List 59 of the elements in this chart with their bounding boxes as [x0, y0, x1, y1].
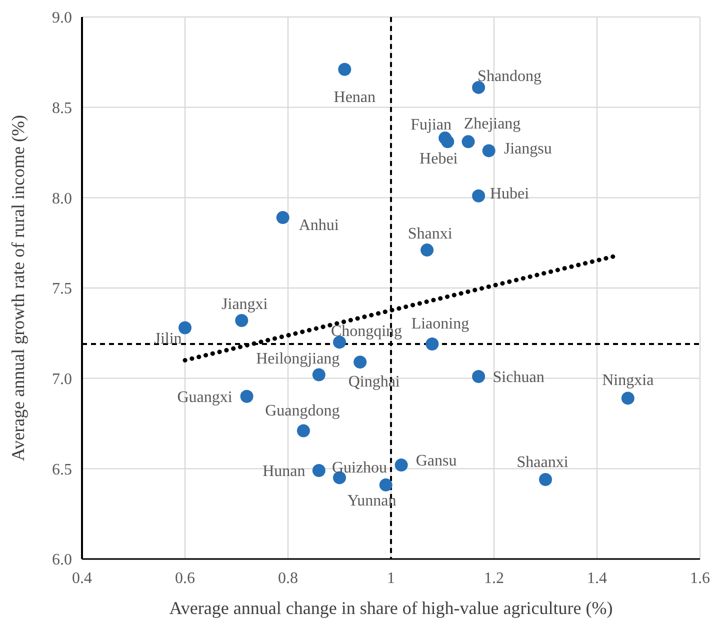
annotation: Yunnan: [347, 492, 396, 510]
annotation: Guangdong: [265, 402, 340, 420]
annotation: Shandong: [478, 68, 542, 86]
x-tick-label: 0.4: [72, 570, 92, 587]
y-axis-title: Average annual growth rate of rural income (%): [8, 114, 28, 462]
y-tick-label: 8.0: [52, 190, 72, 208]
x-tick-label: 0.8: [278, 570, 298, 587]
x-tick-label: 1.2: [484, 570, 504, 587]
y-tick-label: 6.0: [52, 552, 72, 569]
y-tick-label: 8.5: [52, 100, 72, 117]
annotation: Fujian: [410, 116, 452, 134]
point: [235, 314, 248, 328]
annotation: Hubei: [490, 185, 530, 202]
annotation: Jiangxi: [222, 296, 268, 314]
annotation: Sichuan: [492, 369, 544, 386]
point: [472, 370, 486, 384]
point: [462, 135, 475, 148]
annotation: Gansu: [416, 452, 457, 470]
y-tick-label: 6.5: [52, 461, 72, 478]
annotation: Ningxia: [602, 372, 654, 389]
point: [312, 368, 326, 382]
annotation: Qinghai: [348, 374, 400, 391]
point: [296, 424, 310, 438]
x-axis-title: Average annual change in share of high-value agriculture (%): [169, 598, 613, 618]
x-tick-label: 1: [387, 570, 395, 587]
annotation: Guizhou: [332, 459, 388, 476]
point: [394, 458, 408, 472]
point: [472, 189, 486, 202]
x-tick-label: 0.6: [175, 570, 195, 587]
point: [426, 338, 439, 351]
annotation: Jilin: [154, 330, 182, 348]
y-tick-label: 7.5: [52, 280, 72, 298]
annotation: Zhejiang: [464, 115, 521, 132]
annotation: Liaoning: [411, 316, 470, 333]
annotation: Hunan: [262, 463, 306, 480]
y-tick-label: 9.0: [52, 10, 72, 27]
annotation: Shanxi: [408, 226, 453, 243]
point: [420, 244, 434, 257]
y-tick-label: 7.0: [52, 370, 72, 388]
x-tick-label: 1.6: [690, 570, 710, 587]
annotation: Guangxi: [177, 389, 233, 406]
annotation: Shaanxi: [516, 454, 569, 472]
annotation: Jiangsu: [504, 140, 552, 158]
point: [276, 211, 290, 224]
point: [539, 473, 552, 486]
annotation: Anhui: [298, 217, 340, 234]
point: [338, 62, 352, 76]
point: [441, 135, 454, 148]
point: [621, 392, 634, 405]
annotation: Heilongjiang: [256, 350, 340, 368]
point: [354, 356, 367, 369]
point: [379, 478, 392, 492]
x-tick-label: 1.4: [587, 570, 607, 587]
point: [240, 390, 254, 403]
annotation: Chongqing: [330, 322, 402, 340]
annotation: Hebei: [420, 150, 458, 168]
annotation: Henan: [334, 88, 376, 106]
point: [312, 464, 326, 477]
point: [482, 144, 496, 158]
